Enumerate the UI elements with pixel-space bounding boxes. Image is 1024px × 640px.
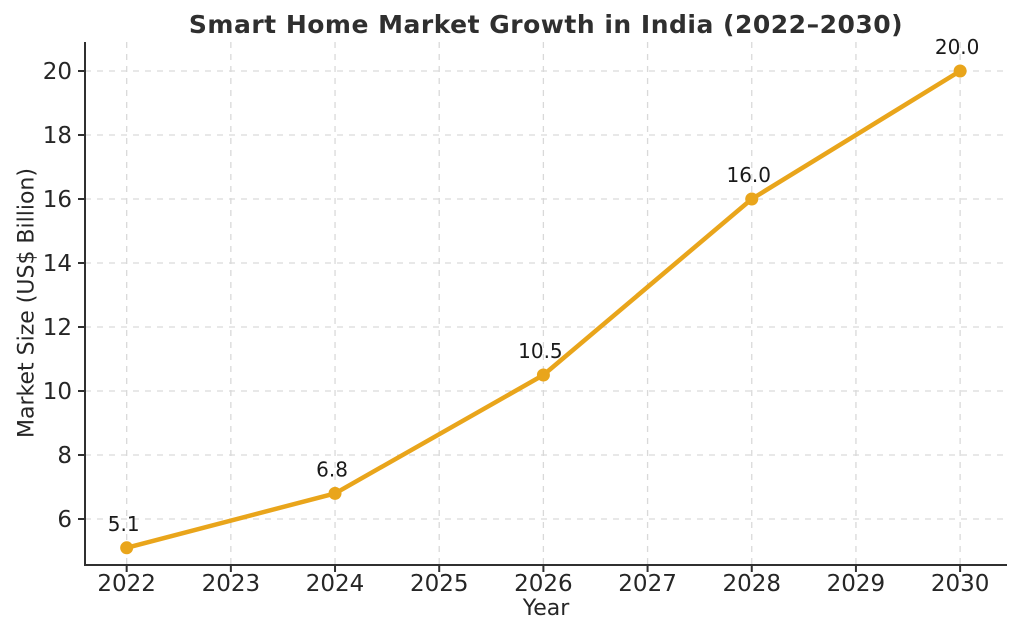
y-tick-label: 20 <box>43 59 72 85</box>
x-tick-label: 2028 <box>722 571 781 597</box>
y-tick-label: 10 <box>43 379 72 405</box>
chart-title: Smart Home Market Growth in India (2022–… <box>188 10 904 39</box>
y-tick-label: 12 <box>43 315 72 341</box>
data-point-label: 5.1 <box>108 512 140 536</box>
y-tick-label: 16 <box>43 187 72 213</box>
data-point-label: 6.8 <box>316 457 348 481</box>
x-tick-label: 2022 <box>97 571 156 597</box>
x-tick-label: 2024 <box>306 571 365 597</box>
data-point-label: 20.0 <box>935 35 980 59</box>
x-tick-label: 2025 <box>410 571 469 597</box>
x-tick-label: 2030 <box>931 571 990 597</box>
x-tick-label: 2026 <box>514 571 573 597</box>
y-tick-label: 14 <box>43 251 72 277</box>
data-point-marker <box>745 192 759 206</box>
x-tick-label: 2029 <box>827 571 886 597</box>
x-tick-label: 2023 <box>202 571 261 597</box>
x-axis-label: Year <box>522 596 570 621</box>
data-point-marker <box>120 541 134 555</box>
data-point-label: 16.0 <box>726 163 771 187</box>
x-tick-label: 2027 <box>618 571 677 597</box>
data-point-marker <box>953 64 967 78</box>
data-point-marker <box>536 368 550 382</box>
data-point-marker <box>328 486 342 500</box>
y-tick-label: 18 <box>43 123 72 149</box>
y-tick-label: 6 <box>57 507 72 533</box>
data-point-label: 10.5 <box>518 339 563 363</box>
y-tick-label: 8 <box>57 443 72 469</box>
